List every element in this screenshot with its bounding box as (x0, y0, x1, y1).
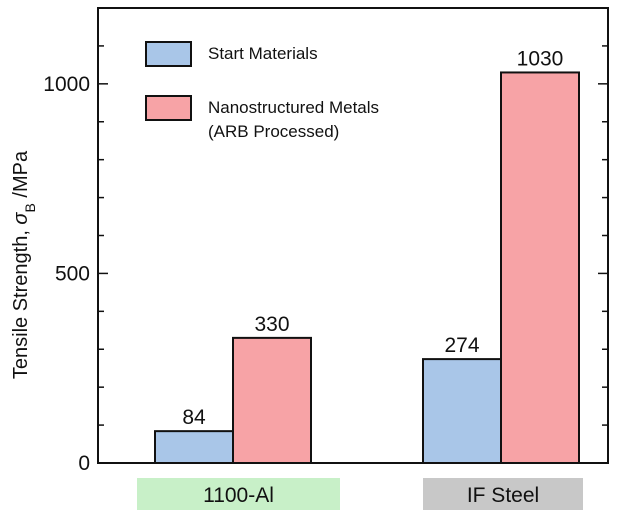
legend-swatch-start (145, 41, 192, 67)
data-label-start-0: 84 (182, 406, 206, 429)
y-axis-label: Tensile Strength, σB /MPa (10, 150, 38, 379)
data-label-nano-1: 1030 (517, 47, 564, 70)
bar-nano-0 (232, 336, 312, 464)
data-label-start-1: 274 (444, 334, 479, 357)
category-badge-1 (423, 478, 583, 510)
data-label-nano-0: 330 (254, 313, 289, 336)
y-tick-label-500: 500 (55, 262, 90, 285)
y-tick-label-0: 0 (78, 452, 90, 475)
bar-start-0 (154, 430, 234, 464)
category-label-0: 1100-Al (203, 484, 274, 507)
y-tick-label-1000: 1000 (43, 73, 90, 96)
legend-label-nano-line2: (ARB Processed) (208, 122, 339, 141)
bar-nano-1 (500, 71, 580, 464)
legend-swatch-nano (145, 95, 192, 121)
bar-start-1 (422, 358, 502, 465)
legend-label-nano: Nanostructured Metals (208, 98, 379, 117)
category-badge-0 (137, 478, 340, 510)
category-label-1: IF Steel (467, 484, 539, 507)
legend-label-start: Start Materials (208, 44, 318, 63)
